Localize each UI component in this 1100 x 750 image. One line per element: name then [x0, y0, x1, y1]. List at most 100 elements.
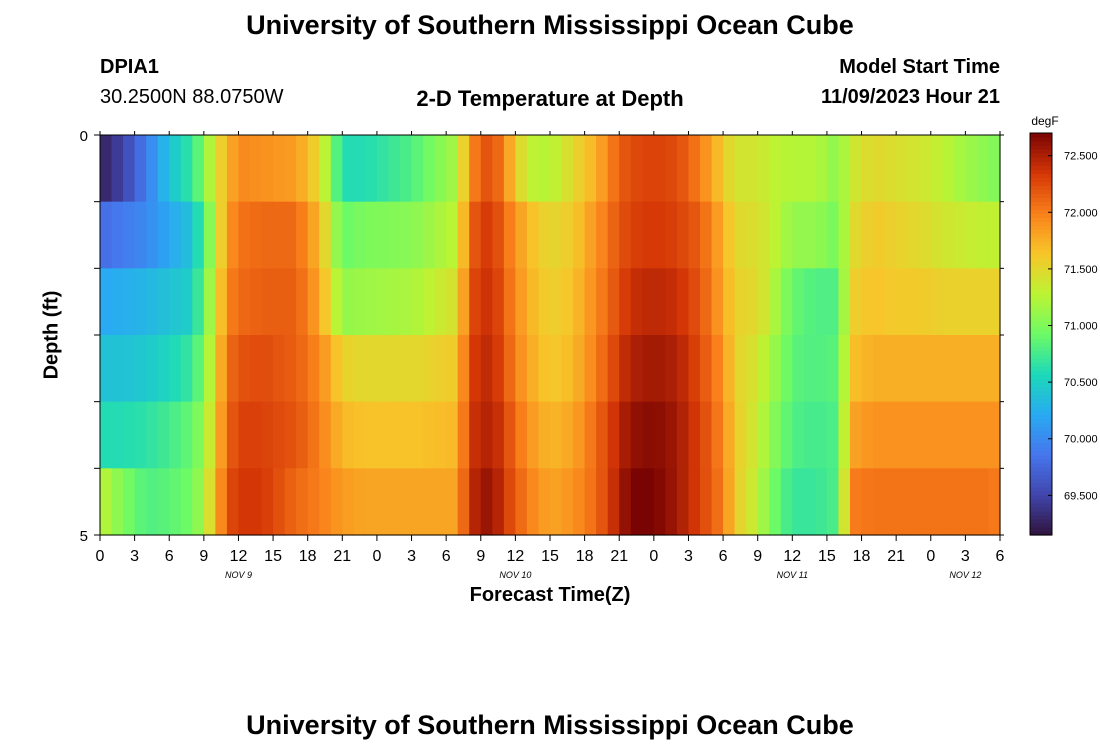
- heatmap-cell: [261, 268, 274, 336]
- heatmap-cell: [746, 135, 759, 203]
- colorbar-segment: [1030, 269, 1052, 275]
- heatmap-cell: [838, 468, 851, 536]
- heatmap-cell: [930, 135, 943, 203]
- colorbar-tick-label: 72.000: [1064, 207, 1098, 219]
- heatmap-cell: [123, 268, 136, 336]
- colorbar-segment: [1030, 390, 1052, 395]
- heatmap-cell: [919, 468, 932, 536]
- heatmap-cell: [273, 335, 286, 403]
- heatmap-cell: [169, 268, 182, 336]
- heatmap-cell: [365, 468, 378, 536]
- day-label: NOV 10: [499, 570, 531, 580]
- heatmap-cell: [676, 401, 690, 469]
- heatmap-cell: [700, 201, 713, 269]
- heatmap-cell: [250, 201, 263, 269]
- heatmap-cell: [123, 468, 136, 536]
- colorbar-segment: [1030, 145, 1052, 150]
- heatmap-cell: [180, 335, 193, 403]
- colorbar-segment: [1030, 221, 1052, 227]
- heatmap-cell: [919, 201, 932, 269]
- heatmap-cell: [965, 335, 978, 403]
- heatmap-cell: [526, 201, 540, 269]
- heatmap-cell: [596, 468, 609, 536]
- heatmap-cell: [873, 268, 886, 336]
- heatmap-cell: [284, 335, 297, 403]
- colorbar-segment: [1030, 346, 1052, 351]
- heatmap-cell: [146, 201, 159, 269]
- colorbar-segment: [1030, 482, 1052, 488]
- heatmap-cell: [330, 401, 343, 469]
- colorbar-segment: [1030, 426, 1052, 432]
- colorbar-tick-label: 71.000: [1064, 321, 1098, 333]
- colorbar-segment: [1030, 153, 1052, 158]
- heatmap-cell: [376, 335, 390, 403]
- heatmap-cell: [469, 401, 482, 469]
- heatmap-cell: [873, 135, 886, 203]
- heatmap-cell: [215, 401, 228, 469]
- heatmap-cell: [596, 268, 609, 336]
- heatmap-cell: [526, 401, 540, 469]
- heatmap-cell: [942, 335, 955, 403]
- colorbar-segment: [1030, 506, 1052, 512]
- heatmap-cell: [676, 135, 690, 203]
- heatmap-cell: [284, 401, 297, 469]
- heatmap-cell: [100, 135, 113, 203]
- heatmap-cell: [526, 135, 540, 203]
- heatmap-cell: [123, 135, 136, 203]
- heatmap-cell: [215, 268, 228, 336]
- heatmap-cell: [146, 268, 159, 336]
- heatmap-cell: [907, 468, 920, 536]
- heatmap-cell: [607, 135, 620, 203]
- heatmap-cell: [700, 268, 713, 336]
- heatmap-cell: [123, 335, 136, 403]
- colorbar-segment: [1030, 297, 1052, 303]
- heatmap-cell: [769, 468, 782, 536]
- heatmap-cell: [423, 201, 436, 269]
- heatmap-cell: [734, 201, 747, 269]
- heatmap-cell: [550, 268, 563, 336]
- heatmap-cell: [469, 268, 482, 336]
- heatmap-cell: [700, 335, 713, 403]
- colorbar-segment: [1030, 430, 1052, 436]
- colorbar-segment: [1030, 165, 1052, 170]
- heatmap-cell: [942, 201, 955, 269]
- colorbar-segment: [1030, 370, 1052, 375]
- colorbar-segment: [1030, 362, 1052, 367]
- x-tick-label: 6: [996, 548, 1005, 565]
- heatmap-cell: [988, 468, 1001, 536]
- heatmap-cell: [180, 201, 193, 269]
- colorbar-segment: [1030, 474, 1052, 480]
- heatmap-cell: [376, 135, 390, 203]
- heatmap-cell: [238, 335, 251, 403]
- heatmap-cell: [607, 335, 620, 403]
- heatmap-cell: [665, 201, 678, 269]
- heatmap-cell: [630, 135, 643, 203]
- heatmap-cell: [884, 268, 897, 336]
- heatmap-cell: [653, 335, 666, 403]
- heatmap-cell: [365, 401, 378, 469]
- x-tick-label: 6: [719, 548, 728, 565]
- colorbar-segment: [1030, 486, 1052, 492]
- colorbar-tick-label: 70.000: [1064, 434, 1098, 446]
- heatmap-cell: [342, 335, 355, 403]
- heatmap-cell: [134, 335, 147, 403]
- heatmap-cell: [723, 135, 736, 203]
- heatmap-cell: [238, 268, 251, 336]
- heatmap-cell: [976, 201, 990, 269]
- heatmap-cell: [446, 268, 459, 336]
- heatmap-cell: [688, 401, 701, 469]
- heatmap-cell: [757, 468, 770, 536]
- x-tick-label: 0: [926, 548, 935, 565]
- heatmap-cell: [180, 135, 193, 203]
- heatmap-cell: [550, 468, 563, 536]
- heatmap-cell: [503, 268, 516, 336]
- x-tick-label: 18: [299, 548, 317, 565]
- heatmap-cell: [942, 468, 955, 536]
- heatmap-cell: [157, 335, 170, 403]
- colorbar-segment: [1030, 309, 1052, 315]
- heatmap-cell: [896, 401, 909, 469]
- colorbar-segment: [1030, 241, 1052, 247]
- heatmap-cell: [976, 401, 990, 469]
- heatmap-cell: [919, 401, 932, 469]
- heatmap-cell: [307, 335, 320, 403]
